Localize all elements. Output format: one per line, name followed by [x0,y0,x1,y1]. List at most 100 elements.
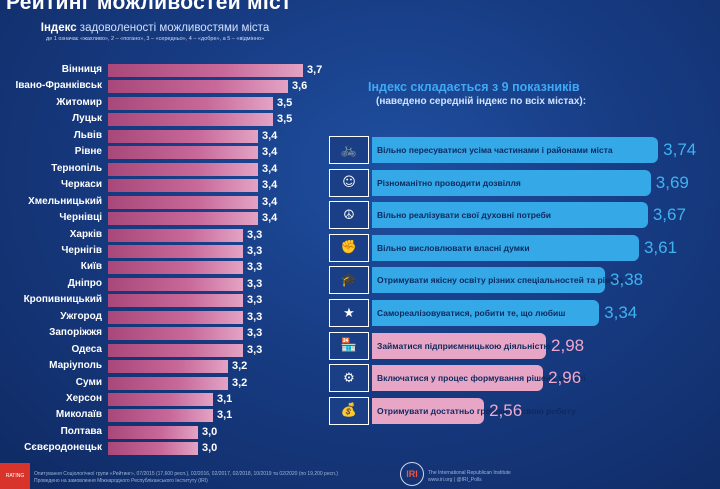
city-value-label: 3,7 [307,64,323,76]
city-bar [108,129,258,143]
indicator-label: Вільно реалізувати свої духовні потреби [377,210,552,221]
city-label: Рівне [74,146,102,158]
city-ranking-chart: Вінниця 3,7 Івано-Франківськ 3,6 Житомир 3,5 Л… [0,0,330,460]
city-value-label: 3,2 [232,376,248,389]
indicator-bar [372,137,659,163]
city-bar [108,425,198,439]
city-bar [108,277,243,291]
indicator-row: ✊ Вільно висловлювати власні думки 3,61 [329,233,719,262]
city-label: Кропивницький [23,294,102,306]
index-heading: Індекс задоволеності можливостями міста [0,22,310,34]
indicator-value-label: 3,69 [655,172,689,192]
indicator-value-label: 3,38 [610,270,644,290]
city-label: Херсон [65,393,102,404]
money-icon: 💰 [329,396,369,425]
city-label: Ужгород [60,310,102,322]
education-icon: 🎓 [329,266,369,295]
indicator-bar [372,332,547,359]
city-value-label: 3,4 [262,162,278,175]
city-bar [108,310,243,324]
city-bar [108,228,243,242]
city-value-label: 3,4 [262,129,278,142]
indicator-row: 🎓 Отримувати якісну освіту різних спеціал… [329,266,719,295]
city-label: Одеса [71,343,102,355]
index-heading-bold: Індекс [40,22,77,34]
indicator-row: 🚲 Вільно пересуватися усіма частинами і р… [329,136,719,164]
transport-icon: 🚲 [329,136,369,164]
city-label: Полтава [60,425,102,437]
indicator-label: Займатися підприємницькою діяльністю [377,340,551,351]
city-bar [108,113,273,127]
city-bar [108,162,258,176]
city-label: Сєвєродонецьк [24,442,102,454]
city-bar [108,442,198,456]
business-icon: 🏪 [329,331,369,360]
city-label: Київ [80,261,102,273]
indicator-bar [372,300,600,326]
city-bar [108,294,243,308]
indicator-bar [372,267,606,294]
city-bar [108,376,228,390]
city-value-label: 3,1 [217,393,233,405]
indicators-heading: Індекс складається з 9 показників (навед… [368,80,658,107]
indicator-bar [372,169,651,196]
indicator-value-label: 2,96 [548,368,582,388]
city-label: Черкаси [61,179,102,191]
leisure-icon: ☺ [329,168,369,197]
city-bar [108,195,258,209]
speech-icon: ✊ [329,233,369,262]
city-bar [108,343,243,357]
indicator-value-label: 3,67 [652,205,686,225]
city-label: Маріуполь [49,360,102,372]
city-value-label: 3,5 [277,96,293,109]
city-value-label: 3,0 [202,442,218,455]
city-label: Луцьк [72,113,102,125]
indicator-label: Отримувати якісну освіту різних спеціаль… [377,275,623,286]
city-value-label: 3,3 [247,261,263,274]
footer-source-line1: Опитування Соціологічної групи «Рейтинг»… [34,471,338,477]
city-value-label: 3,1 [217,409,233,422]
self-realization-icon: ★ [329,299,369,327]
indicator-label: Різноманітно проводити дозвілля [377,177,521,188]
indicator-label: Включатися у процес формування рішень у … [377,373,586,384]
city-bar [108,244,243,258]
indicator-bar [372,234,639,261]
city-label: Тернопіль [51,162,102,174]
indicators-title: Індекс складається з 9 показників [368,80,580,94]
city-label: Чернігів [61,244,102,256]
indicator-value-label: 3,34 [604,303,638,322]
indicator-label: Вільно пересуватися усіма частинами і ра… [377,145,613,155]
iri-logo: IRI [400,462,424,486]
city-label: Чернівці [59,212,102,224]
city-bar [108,393,213,406]
city-label: Дніпро [67,277,102,289]
city-label: Хмельницький [28,195,102,207]
indicator-label: Самореалізовуватися, робити те, що любиш [377,308,566,318]
city-bar [108,179,258,193]
city-value-label: 3,2 [232,360,248,373]
page-title: Рейтинг можливостей міст [6,0,292,14]
spiritual-icon: ☮ [329,201,369,230]
decision-making-icon: ⚙ [329,364,369,393]
iri-text-line1: The International Republican Institute [428,470,511,476]
city-bar [108,80,288,94]
city-label: Харків [69,228,102,240]
indicator-row: 💰 Отримувати достатньо грошей за свою роб… [329,396,719,425]
indicator-value-label: 2,98 [551,335,585,355]
city-label: Запоріжжя [49,327,102,339]
city-label: Житомир [56,96,102,108]
indicator-bar [372,397,485,424]
city-value-label: 3,3 [247,228,263,241]
city-value-label: 3,3 [247,343,263,356]
city-bar [108,146,258,160]
indicator-label: Вільно висловлювати власні думки [377,242,530,253]
city-value-label: 3,4 [262,146,278,159]
city-label: Суми [75,376,102,388]
indicator-bar [372,365,544,392]
indicator-bar [372,202,648,229]
iri-text-line2: www.iri.org | @IRI_Polls [428,477,482,483]
footer-source-line2: Проведено на замовлення Міжнародного Рес… [34,478,208,484]
city-value-label: 3,0 [202,425,218,438]
indicator-row: ⚙ Включатися у процес формування рішень у… [329,364,719,393]
city-bar [108,261,243,275]
